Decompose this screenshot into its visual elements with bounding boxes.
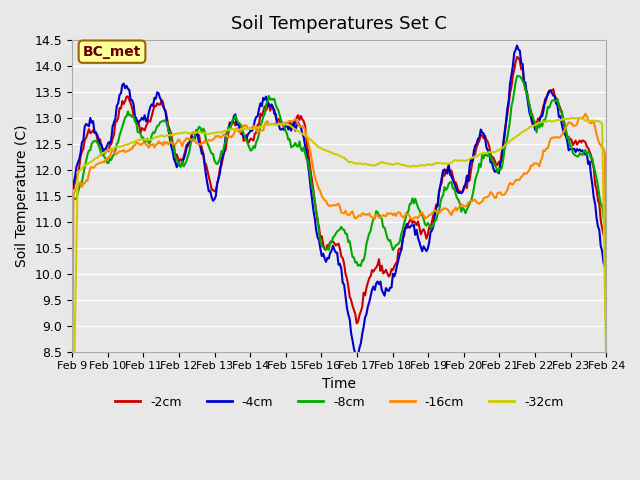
-2cm <box>513 54 521 60</box>
-8cm <box>68 200 76 206</box>
Line: -4cm: -4cm <box>72 46 606 355</box>
-2cm <box>353 321 360 326</box>
-4cm <box>513 43 521 48</box>
-16cm <box>86 165 94 171</box>
-4cm <box>451 180 458 186</box>
-32cm <box>600 204 607 210</box>
Line: -16cm: -16cm <box>72 114 606 397</box>
Line: -8cm: -8cm <box>72 76 606 266</box>
-4cm <box>343 305 351 311</box>
Title: Soil Temperatures Set C: Soil Temperatures Set C <box>231 15 447 33</box>
-32cm <box>103 148 111 154</box>
-4cm <box>354 352 362 358</box>
-32cm <box>572 115 579 121</box>
-8cm <box>601 221 609 227</box>
-2cm <box>602 241 610 247</box>
-8cm <box>357 263 365 269</box>
-16cm <box>449 208 457 214</box>
-8cm <box>343 231 351 237</box>
-16cm <box>68 394 76 400</box>
-8cm <box>515 73 522 79</box>
-2cm <box>103 147 111 153</box>
-2cm <box>531 120 539 126</box>
X-axis label: Time: Time <box>322 377 356 391</box>
-32cm <box>529 123 536 129</box>
-8cm <box>451 185 458 191</box>
-2cm <box>451 180 458 185</box>
-8cm <box>531 120 539 125</box>
-4cm <box>602 263 610 268</box>
-32cm <box>343 157 351 163</box>
Legend: -2cm, -4cm, -8cm, -16cm, -32cm: -2cm, -4cm, -8cm, -16cm, -32cm <box>110 391 568 414</box>
-4cm <box>68 186 76 192</box>
-2cm <box>68 186 76 192</box>
-4cm <box>86 115 94 121</box>
-16cm <box>582 111 589 117</box>
Text: BC_met: BC_met <box>83 45 141 59</box>
Line: -2cm: -2cm <box>72 57 606 324</box>
-4cm <box>531 127 539 132</box>
-32cm <box>86 159 94 165</box>
-4cm <box>103 143 111 149</box>
-16cm <box>103 156 111 162</box>
-32cm <box>602 372 610 378</box>
-2cm <box>601 241 609 247</box>
-8cm <box>86 147 94 153</box>
-2cm <box>86 130 94 136</box>
-2cm <box>343 276 351 281</box>
Line: -32cm: -32cm <box>72 118 606 480</box>
-16cm <box>343 211 351 217</box>
-8cm <box>103 160 111 166</box>
-8cm <box>602 229 610 235</box>
-16cm <box>600 146 607 152</box>
-16cm <box>602 366 610 372</box>
-16cm <box>529 163 536 168</box>
-4cm <box>601 264 609 269</box>
-32cm <box>449 158 457 164</box>
Y-axis label: Soil Temperature (C): Soil Temperature (C) <box>15 125 29 267</box>
